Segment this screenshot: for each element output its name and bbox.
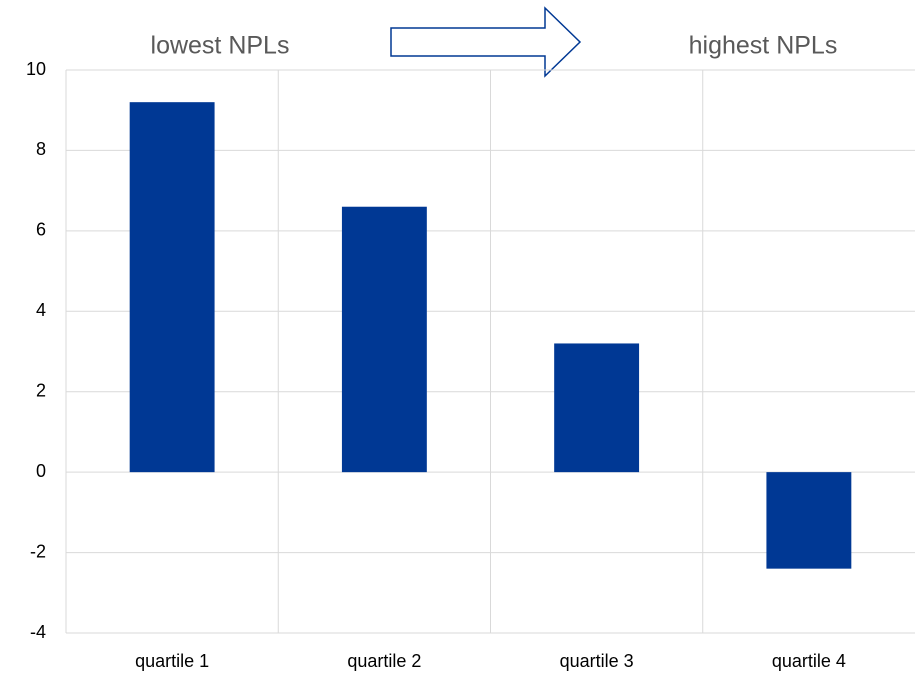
arrow bbox=[390, 6, 582, 78]
bar bbox=[129, 102, 215, 473]
y-tick-label: 6 bbox=[36, 220, 46, 240]
y-tick-label: 8 bbox=[36, 139, 46, 159]
y-tick-label: -4 bbox=[30, 622, 46, 642]
y-tick-label: 0 bbox=[36, 461, 46, 481]
bar bbox=[766, 472, 852, 569]
x-tick-label: quartile 2 bbox=[347, 651, 421, 671]
y-tick-label: -2 bbox=[30, 541, 46, 561]
x-tick-label: quartile 3 bbox=[560, 651, 634, 671]
bar bbox=[341, 206, 427, 473]
bar bbox=[554, 343, 640, 473]
annotation: lowest NPLs bbox=[151, 32, 290, 60]
annotation: highest NPLs bbox=[689, 32, 838, 60]
x-tick-label: quartile 4 bbox=[772, 651, 846, 671]
x-tick-label: quartile 1 bbox=[135, 651, 209, 671]
y-tick-label: 4 bbox=[36, 300, 46, 320]
y-tick-label: 10 bbox=[26, 59, 46, 79]
y-tick-label: 2 bbox=[36, 380, 46, 400]
